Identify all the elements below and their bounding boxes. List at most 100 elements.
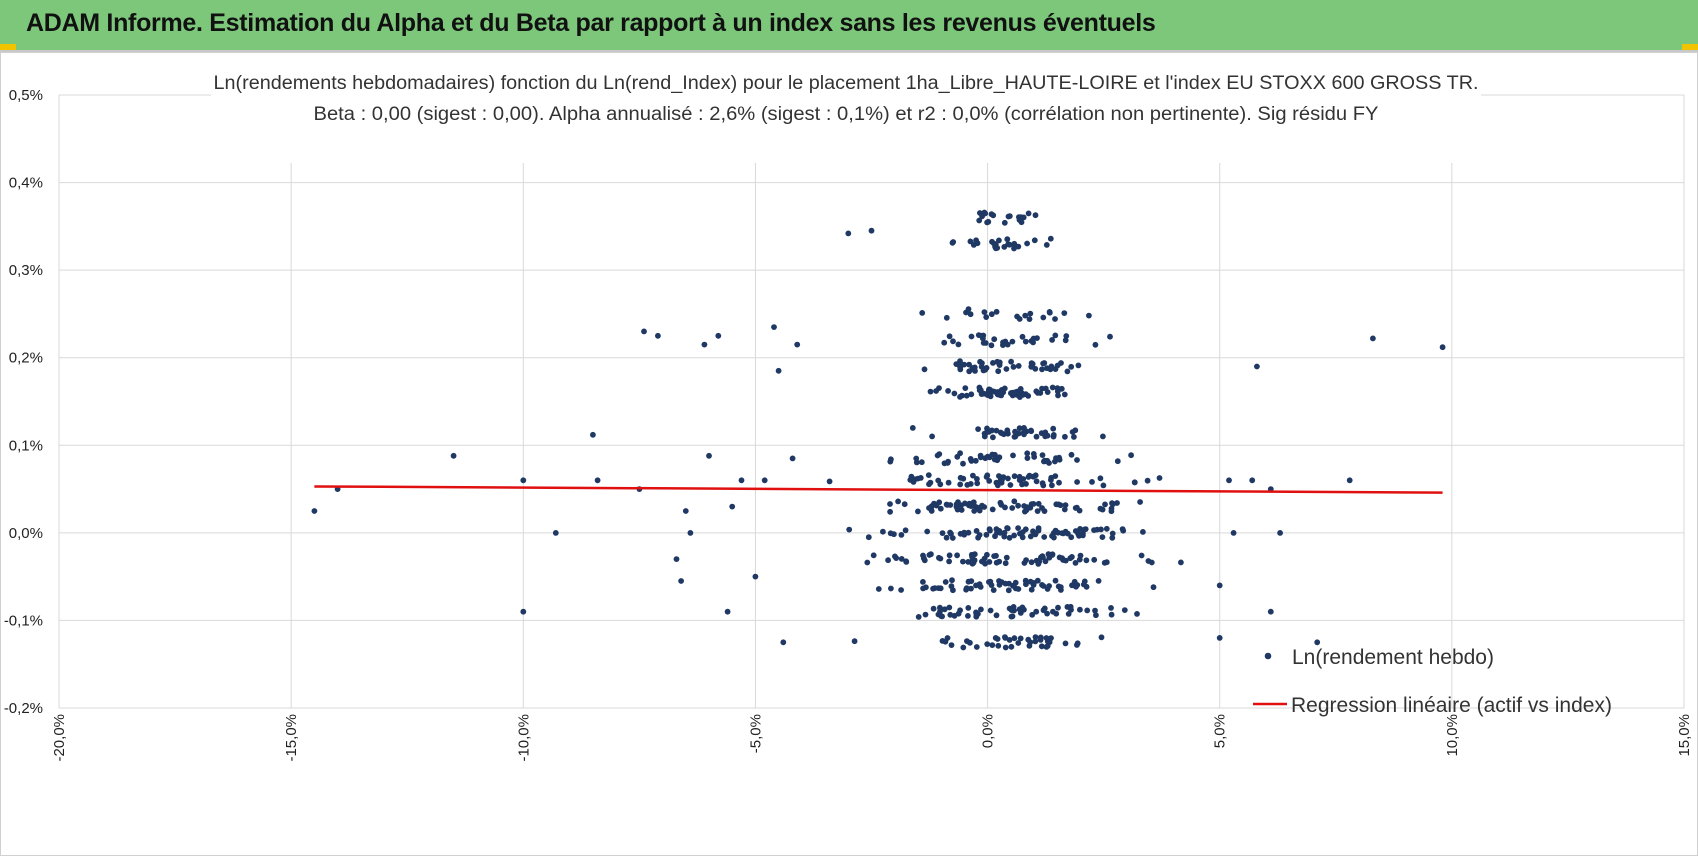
data-point <box>1032 638 1039 645</box>
data-point <box>1004 341 1011 348</box>
data-point <box>942 638 949 645</box>
data-point <box>870 552 877 559</box>
data-point <box>1016 217 1023 223</box>
data-point <box>1016 477 1023 483</box>
data-point <box>1075 362 1082 369</box>
data-point <box>973 609 979 616</box>
data-point <box>948 642 955 648</box>
data-point <box>1044 610 1050 617</box>
data-point <box>967 481 974 487</box>
data-point <box>981 430 988 437</box>
data-point <box>993 427 1000 434</box>
data-point <box>1055 604 1061 611</box>
data-point <box>520 477 527 484</box>
data-point <box>1069 582 1075 589</box>
data-point <box>934 452 941 459</box>
data-point <box>898 556 905 562</box>
data-point <box>994 482 1001 489</box>
report-header: ADAM Informe. Estimation du Alpha et du … <box>0 0 1698 52</box>
data-point <box>895 498 901 505</box>
data-point <box>902 527 909 534</box>
data-point <box>1008 606 1015 612</box>
data-point <box>1008 613 1015 620</box>
data-point <box>937 585 944 592</box>
data-point <box>1028 363 1035 370</box>
data-point <box>1226 477 1232 484</box>
data-point <box>967 639 973 646</box>
data-point <box>993 552 999 559</box>
data-point <box>946 552 953 559</box>
y-tick-label: 0,3% <box>9 262 43 279</box>
data-point <box>949 577 955 584</box>
data-point <box>1254 363 1260 370</box>
data-point <box>1026 642 1033 649</box>
data-point <box>992 635 999 641</box>
data-point <box>989 506 996 513</box>
data-point <box>1091 556 1098 563</box>
data-point <box>1002 580 1009 587</box>
x-tick-label: -20,0% <box>51 714 68 762</box>
data-point <box>1034 508 1041 514</box>
data-point <box>992 451 998 458</box>
data-point <box>1021 425 1027 431</box>
data-point <box>752 573 759 580</box>
data-point <box>983 531 990 538</box>
data-point <box>887 530 894 537</box>
data-point <box>1016 316 1023 322</box>
data-point <box>1077 552 1084 559</box>
data-point <box>945 479 952 486</box>
data-point <box>973 237 979 244</box>
data-point <box>933 388 939 394</box>
data-point <box>1015 363 1022 369</box>
data-point <box>1058 385 1065 392</box>
data-point <box>1098 634 1105 641</box>
data-point <box>682 508 689 514</box>
data-point <box>771 324 777 330</box>
data-point <box>1077 526 1083 532</box>
corner-accent-left <box>0 44 16 50</box>
data-point <box>980 335 986 342</box>
data-point <box>953 361 960 367</box>
data-point <box>920 579 926 585</box>
data-point <box>1049 384 1056 391</box>
data-point <box>864 559 871 566</box>
data-point <box>979 502 985 509</box>
data-point <box>1140 529 1146 535</box>
data-point <box>990 587 997 593</box>
data-point <box>868 227 875 234</box>
data-point <box>954 552 960 559</box>
data-point <box>976 217 983 224</box>
x-tick-label: 10,0% <box>1444 714 1461 757</box>
data-point <box>987 527 993 534</box>
data-point <box>961 361 967 368</box>
data-point <box>1100 482 1107 489</box>
data-point <box>1052 332 1059 339</box>
data-point <box>311 508 318 514</box>
data-point <box>995 368 1002 375</box>
data-point <box>1061 310 1068 316</box>
data-point <box>1003 554 1010 561</box>
data-point <box>926 552 933 558</box>
data-point <box>1022 338 1029 345</box>
data-point <box>996 237 1002 244</box>
data-point <box>1068 363 1075 370</box>
data-point <box>991 456 998 463</box>
data-point <box>1081 526 1088 533</box>
data-point <box>1015 525 1021 531</box>
data-point <box>922 611 929 618</box>
data-point <box>1022 577 1029 584</box>
chart-title: Ln(rendements hebdomadaires) fonction du… <box>214 73 1479 94</box>
data-point <box>1050 425 1057 432</box>
data-point <box>1019 534 1026 541</box>
data-point <box>1033 608 1040 615</box>
data-point <box>1010 582 1016 589</box>
data-point <box>1017 635 1024 642</box>
data-point <box>1074 479 1080 485</box>
data-point <box>933 502 940 509</box>
data-point <box>845 230 852 237</box>
data-point <box>1080 532 1086 539</box>
data-point <box>959 392 965 399</box>
chart-subtitle: Beta : 0,00 (sigest : 0,00). Alpha annua… <box>314 104 1379 125</box>
data-point <box>1006 241 1013 248</box>
data-point <box>1108 611 1115 618</box>
